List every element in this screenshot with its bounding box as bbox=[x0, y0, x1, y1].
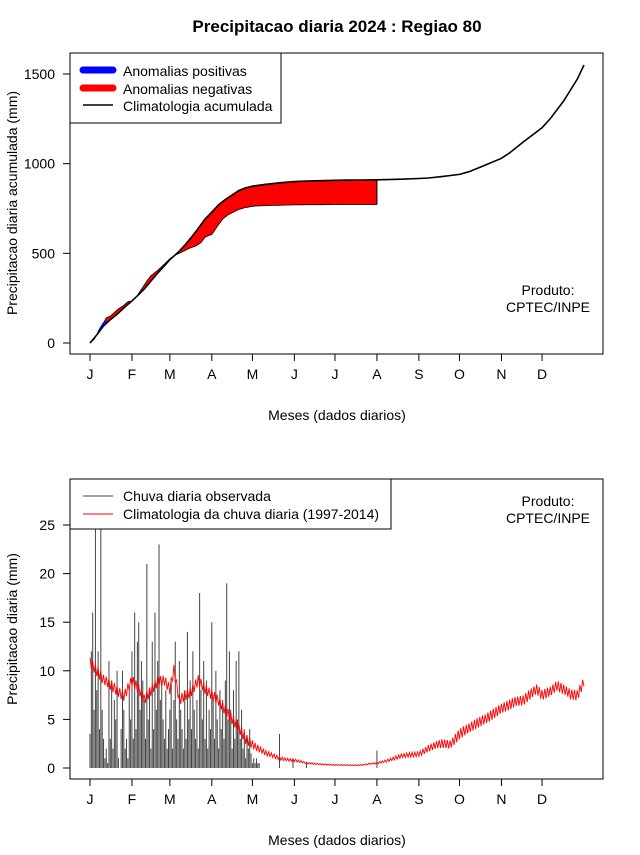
bottom-daily-bars bbox=[89, 479, 378, 768]
bottom-xtick-label: A bbox=[372, 791, 382, 807]
top-xtick-label: F bbox=[128, 366, 137, 382]
top-xtick-label: M bbox=[247, 366, 259, 382]
bottom-xtick-label: M bbox=[247, 791, 259, 807]
chart-title: Precipitacao diaria 2024 : Regiao 80 bbox=[192, 17, 481, 36]
bottom-x-axis-label: Meses (dados diarios) bbox=[268, 832, 406, 848]
top-x-axis-label: Meses (dados diarios) bbox=[268, 407, 406, 423]
bottom-xtick-label: J bbox=[291, 791, 298, 807]
top-annotation-line2: CPTEC/INPE bbox=[506, 299, 590, 315]
top-xtick-label: A bbox=[372, 366, 382, 382]
bottom-legend-box bbox=[69, 478, 392, 530]
bottom-series-lines bbox=[89, 657, 585, 767]
top-chart: 0 500 1000 1500 J F M A M J J A S O N D Meses (dados d… bbox=[4, 52, 604, 423]
top-ytick-label: 0 bbox=[47, 335, 55, 351]
bottom-xtick-label: N bbox=[496, 791, 506, 807]
bottom-xtick-label: O bbox=[454, 791, 465, 807]
bottom-ytick-label: 10 bbox=[39, 663, 55, 679]
bottom-xtick-label: F bbox=[128, 791, 137, 807]
legend-label-climatology: Climatologia acumulada bbox=[123, 98, 273, 114]
daily-climatology-line bbox=[89, 657, 585, 767]
bottom-chart: 0 5 10 15 20 25 J F M A M J J A S O N D Meses (dados dia… bbox=[4, 478, 604, 848]
bottom-y-axis: 0 5 10 15 20 25 bbox=[39, 517, 70, 776]
bottom-xtick-label: J bbox=[87, 791, 94, 807]
legend-label-positive: Anomalias positivas bbox=[123, 63, 247, 79]
top-ytick-label: 1000 bbox=[24, 156, 55, 172]
bottom-ytick-label: 5 bbox=[47, 711, 55, 727]
bottom-ytick-label: 0 bbox=[47, 760, 55, 776]
bottom-annotation-line2: CPTEC/INPE bbox=[506, 510, 590, 526]
top-y-axis: 0 500 1000 1500 bbox=[24, 66, 70, 351]
top-xtick-label: D bbox=[537, 366, 547, 382]
top-xtick-label: O bbox=[454, 366, 465, 382]
bottom-ytick-label: 25 bbox=[39, 517, 55, 533]
top-xtick-label: J bbox=[291, 366, 298, 382]
bottom-y-axis-label: Precipitacao diaria (mm) bbox=[4, 553, 20, 705]
top-xtick-label: S bbox=[414, 366, 423, 382]
bottom-xtick-label: A bbox=[207, 791, 217, 807]
climatology-accumulated-line bbox=[89, 64, 585, 344]
top-series-lines bbox=[89, 64, 585, 344]
top-annotation-line1: Produto: bbox=[522, 282, 575, 298]
top-xtick-label: A bbox=[207, 366, 217, 382]
top-xtick-label: J bbox=[331, 366, 338, 382]
legend-label-observed: Chuva diaria observada bbox=[123, 488, 271, 504]
bottom-xtick-label: S bbox=[414, 791, 423, 807]
legend-label-daily-climatology: Climatologia da chuva diaria (1997-2014) bbox=[123, 506, 379, 522]
top-xtick-label: J bbox=[87, 366, 94, 382]
top-xtick-label: M bbox=[164, 366, 176, 382]
top-ytick-label: 500 bbox=[32, 245, 56, 261]
top-xtick-label: N bbox=[496, 366, 506, 382]
bottom-ytick-label: 20 bbox=[39, 566, 55, 582]
legend-label-negative: Anomalias negativas bbox=[123, 81, 252, 97]
bottom-ytick-label: 15 bbox=[39, 614, 55, 630]
top-y-axis-label: Precipitacao diaria acumulada (mm) bbox=[4, 91, 20, 315]
bottom-xtick-label: M bbox=[164, 791, 176, 807]
top-ytick-label: 1500 bbox=[24, 66, 55, 82]
bottom-xtick-label: D bbox=[537, 791, 547, 807]
bottom-xtick-label: J bbox=[331, 791, 338, 807]
top-legend: Anomalias positivas Anomalias negativas … bbox=[69, 52, 282, 124]
bottom-annotation-line1: Produto: bbox=[522, 493, 575, 509]
bottom-legend: Chuva diaria observada Climatologia da c… bbox=[69, 478, 392, 530]
